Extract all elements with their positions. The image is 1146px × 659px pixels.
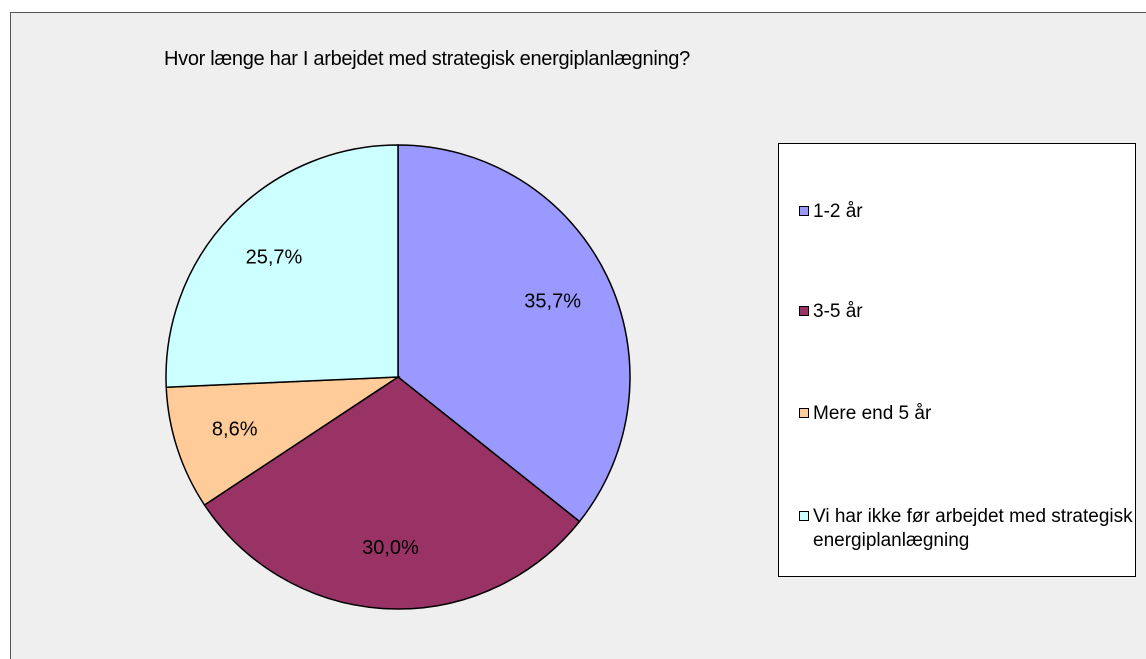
legend-item: 3-5 år bbox=[799, 300, 1143, 324]
legend-label: Mere end 5 år bbox=[813, 403, 932, 424]
legend-swatch bbox=[799, 408, 809, 418]
legend-item: Vi har ikke før arbejdet med strategisk … bbox=[799, 505, 1143, 553]
legend-item: Mere end 5 år bbox=[799, 402, 1143, 426]
data-label: 25,7% bbox=[246, 247, 303, 269]
legend-label: 3-5 år bbox=[813, 301, 863, 322]
pie-slice bbox=[397, 144, 631, 523]
pie-slice bbox=[165, 376, 401, 507]
pie-slice bbox=[203, 376, 581, 610]
legend-swatch bbox=[799, 306, 809, 316]
data-label: 8,6% bbox=[212, 418, 258, 440]
legend-swatch bbox=[799, 206, 809, 216]
legend: 1-2 år 3-5 år Mere end 5 år Vi har ikke før… bbox=[778, 143, 1136, 577]
legend-label: Vi har ikke før arbejdet med strategisk … bbox=[813, 506, 1133, 551]
data-label: 30,0% bbox=[362, 537, 419, 559]
legend-label: 1-2 år bbox=[813, 201, 863, 222]
legend-swatch bbox=[799, 511, 809, 521]
legend-item: 1-2 år bbox=[799, 200, 1143, 224]
pie-slice bbox=[165, 144, 399, 388]
chart-title: Hvor længe har I arbejdet med strategisk… bbox=[164, 48, 690, 70]
data-label: 35,7% bbox=[524, 291, 581, 313]
